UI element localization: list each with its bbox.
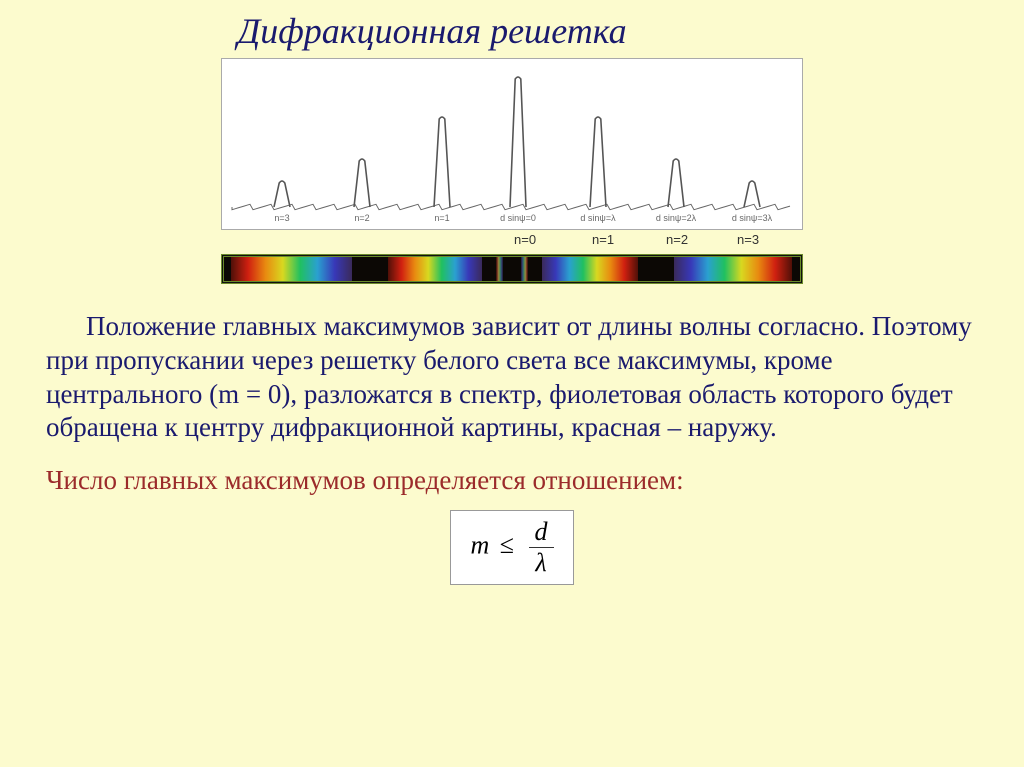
n-label: n=0	[514, 232, 536, 247]
formula-lhs: m	[470, 530, 489, 559]
red-line: Число главных максимумов определяется от…	[0, 445, 1024, 496]
n-label: n=3	[737, 232, 759, 247]
page-title: Дифракционная решетка	[0, 0, 1024, 52]
paragraph-text: Положение главных максимумов зависит от …	[46, 311, 972, 442]
svg-text:d sinψ=0: d sinψ=0	[500, 213, 536, 223]
formula-op: ≤	[496, 530, 518, 559]
svg-text:d sinψ=3λ: d sinψ=3λ	[732, 213, 773, 223]
n-label: n=2	[666, 232, 688, 247]
svg-text:n=1: n=1	[434, 213, 449, 223]
svg-text:d sinψ=λ: d sinψ=λ	[580, 213, 616, 223]
formula-numerator: d	[529, 517, 554, 548]
svg-text:n=2: n=2	[354, 213, 369, 223]
formula-denominator: λ	[529, 548, 554, 578]
spectrum-frame	[221, 254, 803, 284]
svg-text:d sinψ=2λ: d sinψ=2λ	[656, 213, 697, 223]
intensity-graph: n=3 n=2 n=1 d sinψ=0 d sinψ=λ d sinψ=2λ d sinψ…	[221, 58, 803, 230]
svg-text:n=3: n=3	[274, 213, 289, 223]
n-label: n=1	[592, 232, 614, 247]
spectrum-strip	[224, 257, 800, 281]
formula: m ≤ d λ	[450, 510, 574, 585]
body-paragraph: Положение главных максимумов зависит от …	[0, 284, 1024, 445]
n-labels-row: n=0 n=1 n=2 n=3	[222, 232, 802, 248]
